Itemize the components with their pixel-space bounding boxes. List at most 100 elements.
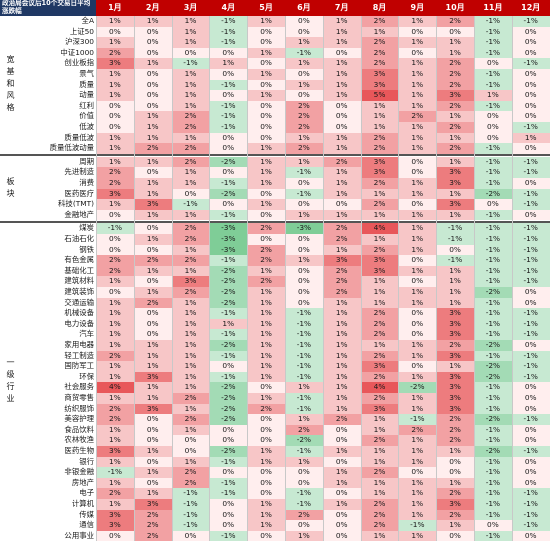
heatmap-cell: 5% [360, 90, 399, 101]
heatmap-cell: 3% [171, 276, 210, 287]
heatmap-cell: 2% [360, 178, 399, 189]
heatmap-cell: -1% [209, 122, 248, 133]
heatmap-cell: -1% [474, 318, 512, 330]
row-label: 全A [81, 16, 94, 25]
heatmap-cell: 2% [322, 414, 361, 425]
heatmap-cell: 1% [171, 350, 210, 362]
heatmap-cell: 1% [398, 297, 437, 309]
heatmap-cell: 2% [398, 424, 437, 436]
heatmap-cell: 3% [436, 371, 474, 383]
heatmap-cell: 0% [398, 167, 437, 178]
heatmap-cell: 2% [360, 520, 399, 531]
heatmap-cell: -2% [398, 382, 437, 393]
heatmap-cell: 0% [247, 79, 285, 91]
heatmap-cell: 0% [133, 79, 172, 91]
heatmap-cell: 2% [398, 111, 437, 122]
heatmap-cell: 1% [436, 276, 474, 287]
heatmap-cell: 3% [360, 167, 399, 178]
heatmap-cell: 1% [436, 111, 474, 122]
heatmap-cell: -1% [285, 499, 323, 510]
heatmap-cell: 2% [96, 47, 134, 59]
heatmap-cell: 3% [436, 350, 474, 362]
heatmap-cell: -1% [474, 424, 512, 436]
heatmap-cell: 0% [247, 26, 285, 38]
heatmap-cell: 0% [209, 424, 248, 436]
heatmap-cell: 1% [398, 371, 437, 383]
heatmap-cell: 0% [247, 414, 285, 425]
heatmap-cell: 1% [322, 467, 361, 478]
group-label: 一级行业 [6, 358, 15, 407]
heatmap-cell: -2% [209, 156, 248, 168]
heatmap-cell: 0% [398, 467, 437, 478]
heatmap-cell: 2% [436, 435, 474, 446]
heatmap-cell: 2% [436, 414, 474, 425]
heatmap-cell: -2% [209, 393, 248, 404]
column-header: 8月 [372, 3, 387, 12]
heatmap-cell: 1% [171, 178, 210, 189]
heatmap-cell: 1% [171, 79, 210, 91]
group-label-cell: 宽基和风格 [0, 16, 20, 154]
heatmap-cell: 0% [322, 520, 361, 531]
heatmap-cell: -2% [474, 188, 512, 200]
column-header: 6月 [297, 3, 311, 12]
row-label: 质量低波动量 [49, 143, 94, 153]
heatmap-cell: -1% [474, 223, 512, 234]
heatmap-cell: 0% [285, 276, 323, 287]
heatmap-cell: 2% [171, 287, 210, 298]
heatmap-cell: 1% [96, 477, 134, 489]
heatmap-cell: 3% [436, 318, 474, 330]
row-label: 传媒 [79, 509, 94, 519]
heatmap-cell: 1% [398, 446, 437, 457]
heatmap-cell: -1% [209, 530, 248, 542]
heatmap-cell: 1% [398, 350, 437, 362]
heatmap-cell: 1% [247, 308, 285, 319]
heatmap-cell: -1% [285, 188, 323, 200]
heatmap-cell: 0% [209, 499, 248, 510]
heatmap-cell: 1% [360, 477, 399, 489]
heatmap-cell: -1% [474, 382, 512, 393]
heatmap-cell: -1% [474, 244, 512, 256]
heatmap-cell: 3% [133, 199, 172, 210]
heatmap-cell: 1% [398, 530, 437, 542]
heatmap-cell: 0% [511, 111, 550, 122]
group-label: 宽基和风格 [6, 54, 15, 115]
heatmap-cell: 0% [285, 178, 323, 189]
heatmap-cell: 1% [322, 308, 361, 319]
heatmap-cell: 0% [511, 37, 550, 48]
heatmap-cell: 0% [133, 47, 172, 59]
heatmap-cell: 1% [436, 446, 474, 457]
grid-line [511, 16, 513, 542]
heatmap-cell: -1% [474, 456, 512, 468]
heatmap-cell: -2% [474, 340, 512, 351]
heatmap-cell: 0% [322, 199, 361, 210]
heatmap-cell: 1% [171, 308, 210, 319]
heatmap-cell: -1% [511, 223, 550, 234]
heatmap-cell: -2% [474, 446, 512, 457]
heatmap-cell: 1% [96, 143, 134, 154]
heatmap-cell: 1% [285, 530, 323, 542]
heatmap-cell: 0% [209, 509, 248, 521]
heatmap-cell: 0% [322, 456, 361, 468]
row-label: 有色金属 [64, 255, 94, 265]
heatmap-cell: 1% [322, 79, 361, 91]
heatmap-cell: 0% [133, 414, 172, 425]
heatmap-cell: 1% [398, 58, 437, 69]
heatmap-cell: 0% [322, 122, 361, 133]
heatmap-cell: -1% [171, 520, 210, 531]
heatmap-cell: 1% [322, 188, 361, 200]
group-label-cell: 板块 [0, 157, 20, 221]
heatmap-cell: -2% [209, 287, 248, 298]
row-label: 交通运输 [64, 297, 94, 307]
heatmap-cell: -1% [474, 100, 512, 112]
heatmap-cell: 1% [322, 371, 361, 383]
heatmap-cell: 2% [322, 234, 361, 245]
row-label: 国防军工 [64, 361, 94, 371]
heatmap-cell: -1% [511, 122, 550, 133]
heatmap-cell: 1% [171, 361, 210, 372]
heatmap-cell: 1% [322, 132, 361, 144]
heatmap-cell: 2% [285, 122, 323, 133]
heatmap-cell: 2% [436, 143, 474, 154]
heatmap-cell: 0% [247, 111, 285, 122]
heatmap-cell: 1% [436, 361, 474, 372]
heatmap-cell: 0% [247, 100, 285, 112]
